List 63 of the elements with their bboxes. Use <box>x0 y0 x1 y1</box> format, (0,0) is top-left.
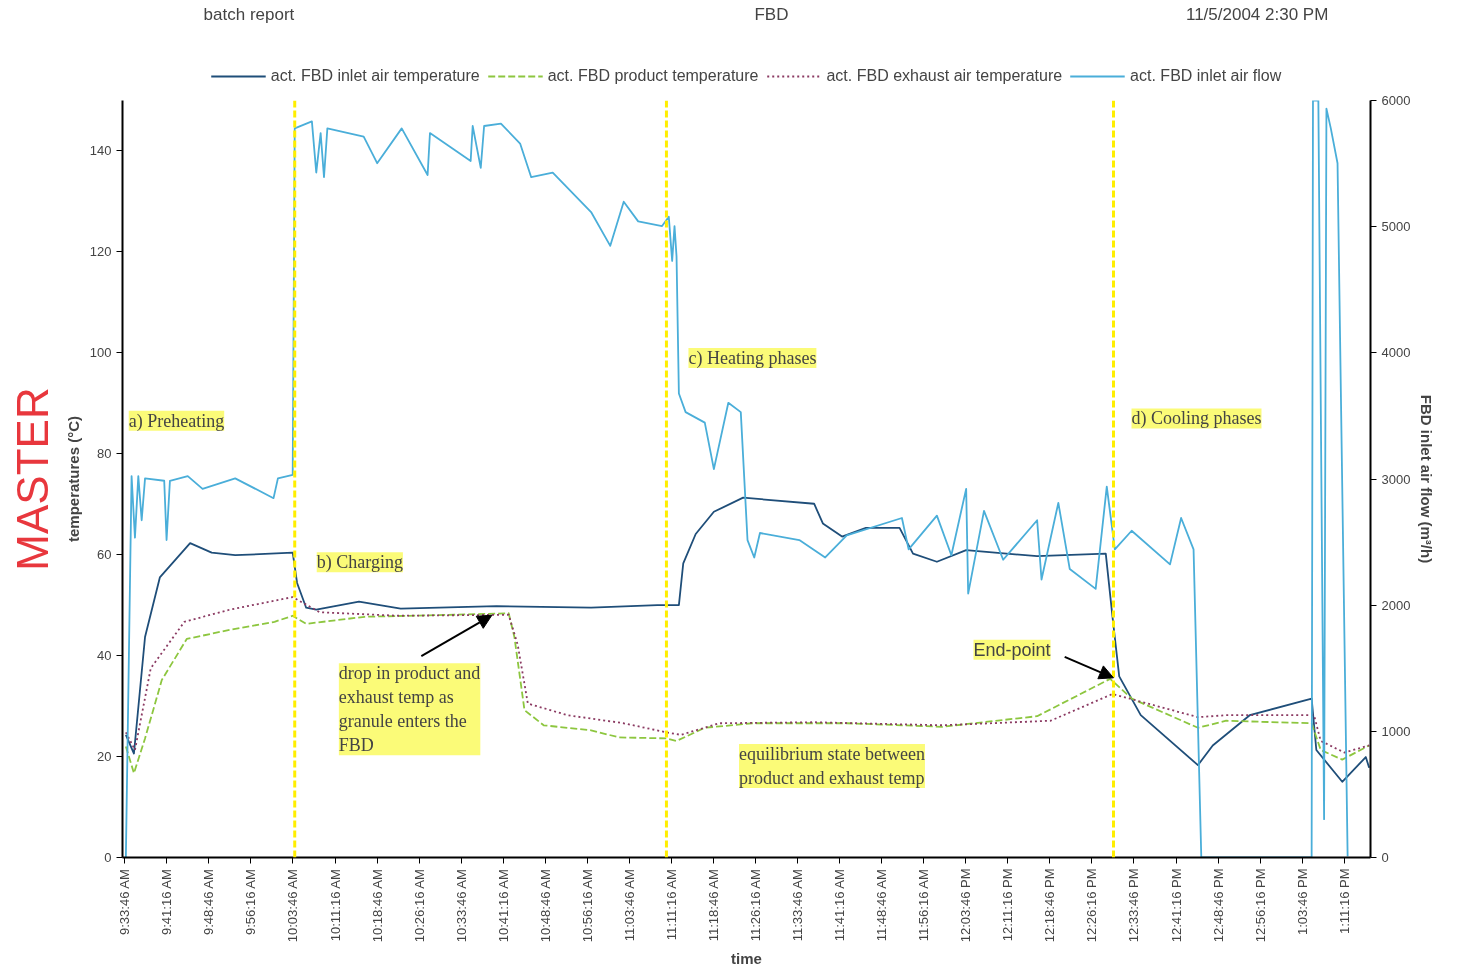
ref-line-label: d) Cooling phases <box>1131 408 1262 430</box>
x-tick-label: 10:03:46 AM <box>285 869 301 943</box>
legend-label: act. FBD inlet air temperature <box>270 67 480 85</box>
x-tick-label: 10:48:46 AM <box>537 869 553 943</box>
y2-tick-label: 2000 <box>1381 597 1411 613</box>
annotation: drop in product and exhaust temp as granule enters the FBD <box>338 663 481 756</box>
x-tick-label: 10:41:16 AM <box>495 869 511 943</box>
y-tick-label: 100 <box>89 345 112 361</box>
x-tick-label: 1:11:16 PM <box>1336 868 1352 935</box>
x-tick-label: 11:11:16 AM <box>663 869 679 941</box>
x-tick-label: 10:33:46 AM <box>453 869 469 943</box>
ref-line-label: c) Heating phases <box>688 347 817 369</box>
y-tick-label: 120 <box>89 244 112 260</box>
y2-axis-title: FBD inlet air flow (m³/h) <box>1418 394 1436 564</box>
x-tick-label: 1:03:46 PM <box>1294 868 1310 935</box>
x-tick-label: 10:18:46 AM <box>369 869 385 943</box>
annotation: equilibrium state between product and exhaust temp <box>739 743 925 788</box>
x-tick-label: 12:56:16 PM <box>1252 868 1268 943</box>
y-axis-title: temperatures (°C) <box>64 415 82 543</box>
x-tick-label: 12:11:16 PM <box>1000 868 1016 942</box>
x-tick-label: 10:56:16 AM <box>579 869 595 943</box>
y2-tick-label: 4000 <box>1381 345 1411 361</box>
x-axis-title: time <box>731 950 762 968</box>
legend-label: act. FBD product temperature <box>547 67 759 85</box>
x-tick-label: 11:41:16 AM <box>832 869 848 942</box>
y-tick-label: 20 <box>97 749 112 765</box>
annotation: a) Preheating <box>128 410 225 432</box>
x-tick-label: 9:48:46 AM <box>201 869 217 935</box>
x-tick-label: 11:26:16 AM <box>748 869 764 942</box>
y2-tick-label: 1000 <box>1381 723 1411 739</box>
text: batch report <box>203 4 295 24</box>
legend-label: act. FBD exhaust air temperature <box>826 67 1063 85</box>
text: 11/5/2004 2:30 PM <box>1185 4 1329 24</box>
x-tick-label: 10:26:16 AM <box>411 869 427 943</box>
y-tick-label: 80 <box>97 446 112 462</box>
x-tick-label: 9:33:46 AM <box>117 869 133 935</box>
y2-tick-label: 5000 <box>1381 219 1411 235</box>
legend-label: act. FBD inlet air flow <box>1130 67 1282 85</box>
x-tick-label: 9:56:16 AM <box>243 869 259 935</box>
x-tick-label: 12:18:46 PM <box>1042 868 1058 943</box>
x-tick-label: 10:11:16 AM <box>327 869 343 942</box>
text: MASTER <box>7 387 57 571</box>
x-tick-label: 11:33:46 AM <box>790 869 806 942</box>
x-tick-label: 12:26:16 PM <box>1084 868 1100 943</box>
y-tick-label: 40 <box>97 648 112 664</box>
x-tick-label: 11:03:46 AM <box>621 869 637 942</box>
y2-tick-label: 3000 <box>1381 471 1411 487</box>
chart-title: FBD <box>754 4 789 24</box>
x-tick-label: 11:48:46 AM <box>874 869 890 942</box>
x-tick-label: 12:41:16 PM <box>1168 868 1184 943</box>
x-tick-label: 12:33:46 PM <box>1126 868 1142 943</box>
x-tick-label: 12:48:46 PM <box>1210 868 1226 943</box>
x-tick-label: 11:56:16 AM <box>916 869 932 942</box>
x-tick-label: 11:18:46 AM <box>705 869 721 942</box>
x-tick-label: 12:03:46 PM <box>958 868 974 943</box>
y2-tick-label: 0 <box>1381 850 1389 865</box>
ref-line-label: b) Charging <box>316 552 403 574</box>
annotation: End-point <box>973 639 1051 660</box>
y-tick-label: 0 <box>104 850 112 865</box>
y2-tick-label: 6000 <box>1381 93 1411 108</box>
y-tick-label: 140 <box>89 143 112 159</box>
x-tick-label: 9:41:16 AM <box>159 869 175 935</box>
y-tick-label: 60 <box>97 547 112 563</box>
